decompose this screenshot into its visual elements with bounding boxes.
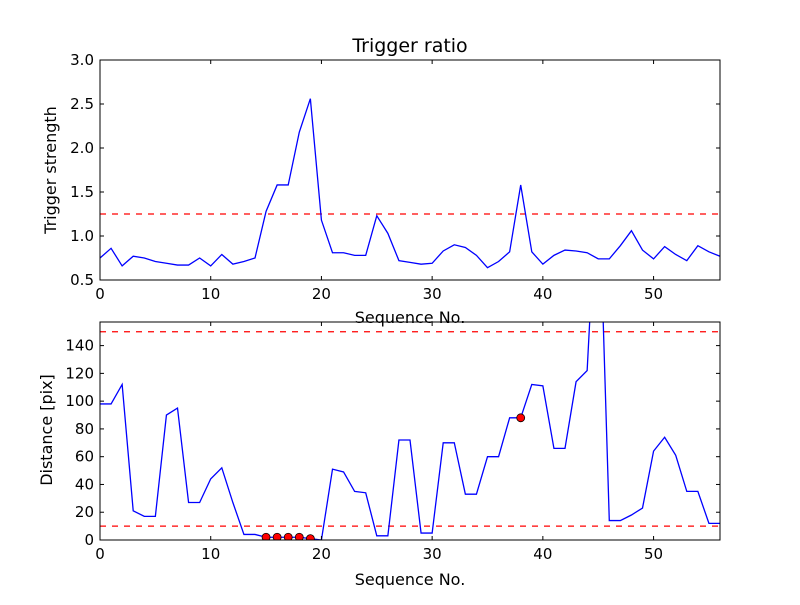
distance-chart: Sequence No. Distance [pix] 0 10 20 30 40 50 0… bbox=[37, 321, 721, 589]
y-tick-label: 2.0 bbox=[70, 139, 94, 157]
y-tick-label: 140 bbox=[65, 337, 94, 355]
y-axis-title: Distance [pix] bbox=[37, 374, 56, 486]
x-tick-label: 20 bbox=[312, 545, 331, 563]
y-tick-label: 20 bbox=[75, 503, 94, 521]
data-point bbox=[261, 532, 271, 540]
y-tick-label: 1.0 bbox=[70, 227, 94, 245]
x-tick-label: 30 bbox=[423, 545, 442, 563]
plot-frame bbox=[99, 59, 721, 281]
x-tick-label: 0 bbox=[95, 285, 105, 303]
y-tick-label: 1.5 bbox=[70, 183, 94, 201]
series-line bbox=[100, 322, 720, 540]
y-tick-label: 3.0 bbox=[70, 51, 94, 69]
x-tick-label: 0 bbox=[95, 545, 105, 563]
x-tick-label: 10 bbox=[201, 545, 220, 563]
series-line bbox=[100, 98, 720, 269]
x-tick-label: 40 bbox=[533, 285, 552, 303]
x-axis-title: Sequence No. bbox=[355, 308, 466, 327]
data-point bbox=[272, 532, 282, 540]
y-axis-title: Trigger strength bbox=[41, 106, 60, 235]
y-tick-label: 100 bbox=[65, 392, 94, 410]
x-tick-label: 30 bbox=[423, 285, 442, 303]
plot-area bbox=[100, 322, 720, 540]
x-tick-label: 50 bbox=[644, 545, 663, 563]
x-axis-title: Sequence No. bbox=[355, 570, 466, 589]
y-tick-label: 60 bbox=[75, 448, 94, 466]
y-tick-label: 0.5 bbox=[70, 271, 94, 289]
plot-frame bbox=[99, 321, 721, 541]
data-point bbox=[294, 532, 304, 540]
plot-area bbox=[100, 98, 720, 269]
y-tick-label: 2.5 bbox=[70, 95, 94, 113]
chart-title: Trigger ratio bbox=[351, 35, 467, 57]
x-tick-label: 40 bbox=[533, 545, 552, 563]
x-tick-label: 50 bbox=[644, 285, 663, 303]
trigger-ratio-chart: Trigger ratio Sequence No. Trigger stren… bbox=[41, 35, 721, 327]
data-point bbox=[283, 532, 293, 540]
x-tick-label: 10 bbox=[201, 285, 220, 303]
data-point bbox=[516, 413, 526, 423]
data-point bbox=[305, 534, 315, 540]
y-tick-label: 40 bbox=[75, 475, 94, 493]
y-tick-label: 80 bbox=[75, 420, 94, 438]
y-tick-label: 120 bbox=[65, 364, 94, 382]
y-tick-label: 0 bbox=[84, 531, 94, 549]
x-tick-label: 20 bbox=[312, 285, 331, 303]
